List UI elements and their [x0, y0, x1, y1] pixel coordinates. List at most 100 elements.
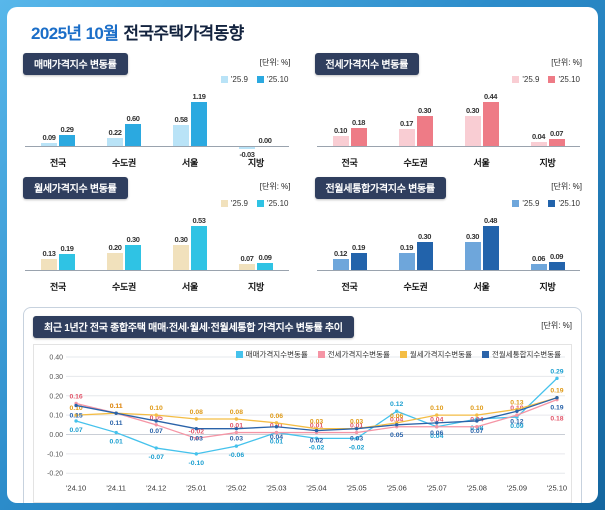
bar-value: 0.58 — [174, 115, 188, 124]
svg-text:0.10: 0.10 — [49, 413, 63, 420]
title-main: 전국주택가격동향 — [123, 24, 244, 43]
svg-text:0.19: 0.19 — [550, 388, 563, 395]
svg-text:0.30: 0.30 — [49, 374, 63, 381]
legend-swatch — [220, 200, 228, 207]
svg-text:0.07: 0.07 — [470, 428, 483, 435]
svg-text:-0.20: -0.20 — [47, 471, 63, 478]
bar-value: 0.22 — [108, 128, 122, 137]
panel-title: 전월세통합가격지수 변동률 — [314, 177, 446, 199]
bar — [191, 102, 207, 146]
bar-value: 0.10 — [334, 126, 347, 135]
svg-text:0.06: 0.06 — [430, 430, 443, 437]
svg-text:'25.03: '25.03 — [266, 483, 286, 492]
category-label: 지방 — [248, 158, 264, 168]
legend-swatch — [235, 351, 243, 358]
svg-text:0.04: 0.04 — [430, 433, 443, 440]
panel-header: 월세가격지수 변동률 [단위: %] — [23, 177, 291, 199]
bar-value: 0.30 — [466, 106, 479, 115]
legend-swatch — [256, 76, 264, 83]
axis-baseline — [25, 270, 289, 271]
panel-title: 전세가격지수 변동률 — [314, 53, 420, 75]
category-label: 지방 — [539, 158, 556, 168]
panel-title: 월세가격지수 변동률 — [23, 177, 128, 199]
svg-text:0.01: 0.01 — [270, 439, 283, 446]
bar — [482, 226, 499, 270]
trend-panel: 최근 1년간 전국 종합주택 매매·전세·월세·전월세통합 가격지수 변동률 추… — [23, 307, 582, 503]
svg-text:'25.07: '25.07 — [427, 483, 447, 492]
category-label: 전국 — [50, 158, 66, 168]
bar-panels-grid: 매매가격지수 변동률 [단위: %] '25.9 '25.10 전국 0.09 0.2… — [23, 53, 582, 297]
svg-text:-0.07: -0.07 — [148, 454, 164, 461]
bar-value: 0.04 — [532, 132, 545, 141]
svg-text:0.03: 0.03 — [350, 419, 363, 426]
bar — [59, 135, 75, 146]
bar-value: 0.44 — [484, 92, 497, 101]
legend-item: 월세가격지수변동률 — [399, 349, 472, 360]
svg-text:0.06: 0.06 — [270, 413, 283, 420]
legend-label: '25.9 — [522, 199, 540, 208]
bar — [191, 226, 207, 270]
svg-text:0.03: 0.03 — [310, 419, 323, 426]
legend-label: '25.10 — [266, 199, 289, 208]
bar-value: 0.09 — [42, 133, 56, 142]
bar-value: 0.09 — [550, 252, 563, 261]
svg-text:0.05: 0.05 — [150, 415, 163, 422]
bar — [125, 124, 141, 146]
bar — [173, 245, 189, 270]
svg-text:-0.10: -0.10 — [189, 460, 205, 467]
axis-baseline — [316, 270, 580, 271]
svg-text:0.10: 0.10 — [470, 405, 483, 412]
svg-text:'24.11: '24.11 — [106, 483, 126, 492]
legend-item: '25.9 — [220, 75, 248, 84]
legend-label: 매매가격지수변동률 — [245, 350, 308, 359]
report-sheet: 2025년 10월 전국주택가격동향 매매가격지수 변동률 [단위: %] '25… — [7, 7, 598, 503]
svg-text:0.04: 0.04 — [270, 434, 283, 441]
category-label: 지방 — [248, 282, 264, 292]
bar — [482, 102, 499, 146]
bar-value: 0.19 — [60, 244, 74, 253]
svg-text:0.08: 0.08 — [470, 425, 483, 432]
panel-title: 매매가격지수 변동률 — [23, 53, 128, 75]
svg-text:0.04: 0.04 — [430, 417, 443, 424]
bar-chart-jeonse: 전국 0.10 0.18 수도권 0.17 0.30 서울 0.30 0.44 지방 0.04 0.0… — [316, 86, 580, 171]
svg-text:0.08: 0.08 — [190, 409, 203, 416]
svg-text:0.04: 0.04 — [390, 417, 403, 424]
legend-swatch — [482, 351, 489, 358]
legend-swatch — [512, 76, 520, 83]
svg-text:0.13: 0.13 — [510, 399, 523, 406]
svg-text:'25.10: '25.10 — [547, 483, 567, 492]
bar-value: 0.13 — [42, 249, 56, 258]
svg-text:0.29: 0.29 — [550, 368, 563, 375]
svg-text:-0.02: -0.02 — [349, 444, 365, 451]
bar-value: 0.09 — [258, 253, 272, 262]
bar-value: 0.53 — [192, 216, 206, 225]
page-title: 2025년 10월 전국주택가격동향 — [31, 19, 582, 44]
bar — [530, 264, 547, 270]
bar — [332, 259, 349, 270]
trend-line-chart: 0.40 0.30 0.20 0.10 0.00 -0.10 -0.20'24.10 '24.… — [47, 355, 567, 493]
legend-item: '25.9 — [512, 75, 539, 84]
legend-label: '25.9 — [230, 199, 248, 208]
svg-text:0.12: 0.12 — [390, 401, 403, 408]
bar-value: 0.07 — [550, 129, 563, 138]
panel-combined-rent-index: 전월세통합가격지수 변동률 [단위: %] '25.9 '25.10 전국 0.12… — [314, 177, 582, 297]
svg-text:'25.05: '25.05 — [346, 483, 366, 492]
line-chart-box: 매매가격지수변동률 전세가격지수변동률 월세가격지수변동률 전월세통합지수변동률 0.… — [33, 344, 572, 503]
bar — [173, 125, 189, 146]
bar-value: 0.30 — [126, 235, 140, 244]
svg-text:0.01: 0.01 — [230, 423, 243, 430]
legend-swatch — [317, 351, 325, 358]
svg-text:0.15: 0.15 — [69, 412, 82, 419]
legend-swatch — [548, 76, 556, 83]
legend-item: '25.9 — [220, 199, 248, 208]
bar — [548, 139, 565, 146]
legend-item: '25.10 — [256, 199, 289, 208]
svg-text:0.03: 0.03 — [190, 436, 203, 443]
bar — [398, 253, 415, 270]
legend-label: '25.10 — [266, 75, 289, 84]
legend: '25.9 '25.10 — [512, 75, 580, 84]
unit-label: [단위: %] — [551, 182, 582, 191]
svg-text:0.11: 0.11 — [110, 403, 123, 410]
svg-text:0.08: 0.08 — [230, 409, 243, 416]
